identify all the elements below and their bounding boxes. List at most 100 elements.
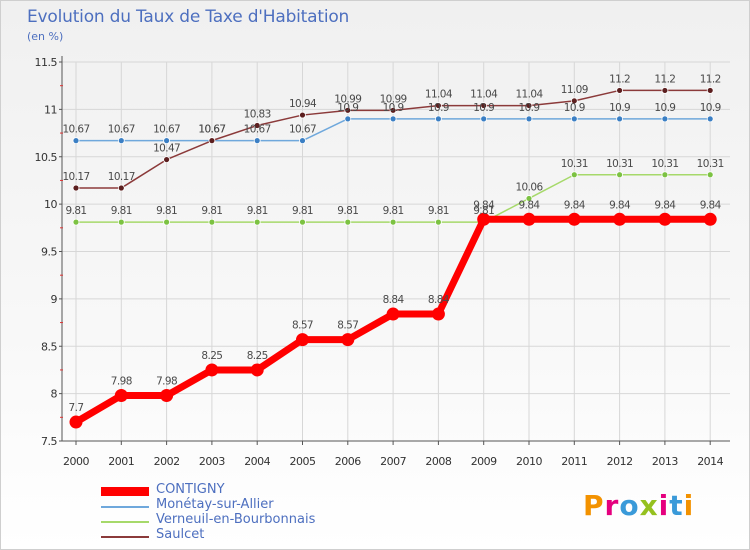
data-point: [480, 102, 488, 109]
data-label: 10.67: [198, 124, 225, 136]
logo-letter: i: [658, 489, 670, 522]
data-label: 7.7: [69, 402, 84, 414]
data-label: 8.84: [428, 294, 450, 306]
data-point: [344, 115, 352, 123]
data-point: [658, 212, 672, 226]
data-point: [296, 333, 309, 347]
data-point: [250, 363, 264, 377]
data-label: 10.31: [651, 158, 678, 170]
data-label: 9.81: [383, 205, 404, 217]
data-label: 10.67: [244, 124, 271, 136]
data-label: 9.81: [111, 205, 132, 217]
y-tick-label: 9: [51, 293, 58, 306]
data-label: 11.04: [425, 89, 453, 101]
data-point: [570, 115, 578, 123]
data-point: [522, 212, 536, 226]
data-point: [253, 137, 261, 145]
data-label: 9.81: [66, 205, 87, 217]
data-point: [477, 212, 491, 226]
logo-letter: o: [619, 489, 640, 522]
x-tick-label: 2001: [108, 455, 134, 468]
data-label: 9.84: [519, 199, 541, 211]
data-label: 10.67: [62, 124, 89, 136]
data-label: 10.31: [697, 158, 724, 170]
x-tick-label: 2003: [199, 455, 225, 468]
data-point: [616, 87, 623, 94]
legend-label: Monétay-sur-Allier: [156, 497, 274, 512]
data-label: 8.25: [247, 350, 268, 362]
data-label: 9.81: [247, 205, 268, 217]
y-tick-label: 11.5: [35, 56, 58, 69]
data-point: [703, 212, 717, 226]
y-tick-label: 8: [51, 388, 58, 401]
data-label: 9.81: [473, 205, 494, 217]
data-point: [616, 115, 623, 123]
data-point: [434, 102, 442, 109]
data-point: [434, 218, 442, 226]
data-point: [434, 115, 442, 123]
data-label: 11.04: [470, 89, 498, 101]
x-tick-label: 2009: [471, 455, 497, 468]
data-label: 9.84: [654, 199, 676, 211]
data-point: [613, 212, 627, 226]
logo-letter: r: [604, 489, 620, 522]
data-point: [570, 97, 578, 105]
data-label: 10.47: [153, 143, 180, 155]
data-label: 10.9: [519, 102, 540, 114]
data-label: 10.17: [62, 171, 89, 183]
data-point: [525, 195, 533, 202]
legend-swatch: [101, 536, 149, 538]
data-point: [341, 333, 355, 347]
data-point: [661, 87, 669, 94]
data-point: [480, 115, 488, 123]
data-point: [299, 218, 306, 226]
legend-swatch: [101, 487, 149, 496]
data-label: 7.98: [111, 376, 132, 388]
data-point: [163, 137, 171, 145]
data-point: [389, 106, 397, 114]
data-point: [344, 106, 352, 114]
data-point: [706, 171, 714, 179]
data-label: 10.9: [473, 102, 494, 114]
data-label: 11.2: [700, 73, 721, 85]
data-label: 8.84: [383, 294, 405, 306]
data-point: [706, 115, 714, 123]
data-label: 8.57: [292, 320, 313, 332]
data-point: [525, 102, 533, 109]
data-label: 9.84: [609, 199, 631, 211]
data-label: 9.81: [292, 205, 313, 217]
data-label: 10.31: [606, 158, 633, 170]
data-point: [163, 218, 171, 226]
data-label: 11.2: [609, 73, 630, 85]
data-point: [163, 156, 171, 163]
data-label: 10.9: [564, 102, 585, 114]
y-tick-label: 8.5: [41, 340, 57, 353]
x-tick-label: 2000: [63, 455, 89, 468]
data-label: 10.9: [609, 102, 630, 114]
legend-label: Saulcet: [156, 527, 205, 542]
data-point: [160, 389, 174, 403]
data-point: [525, 115, 533, 123]
data-label: 10.9: [654, 102, 675, 114]
data-label: 10.67: [153, 124, 180, 136]
data-label: 10.9: [337, 102, 358, 114]
data-label: 10.99: [380, 93, 407, 105]
data-label: 10.9: [383, 102, 404, 114]
data-label: 10.67: [108, 124, 135, 136]
line-chart: 7.5 8 8.5 9 9.5 10 10.5 11 11.5 2000 2001 2002 2003 2…: [35, 56, 730, 468]
data-label: 10.9: [428, 102, 449, 114]
data-label: 7.98: [156, 376, 177, 388]
legend-swatch: [101, 506, 149, 508]
data-point: [69, 415, 83, 429]
data-point: [386, 307, 400, 321]
data-point: [208, 137, 216, 145]
x-tick-label: 2004: [244, 455, 270, 468]
data-label: 10.99: [334, 93, 361, 105]
data-label: 10.67: [289, 124, 316, 136]
data-point: [431, 307, 445, 321]
chart-unit: (en %): [27, 30, 64, 43]
x-tick-label: 2002: [154, 455, 180, 468]
x-tick-label: 2006: [335, 455, 361, 468]
data-point: [389, 218, 397, 226]
data-label: 9.81: [428, 205, 449, 217]
